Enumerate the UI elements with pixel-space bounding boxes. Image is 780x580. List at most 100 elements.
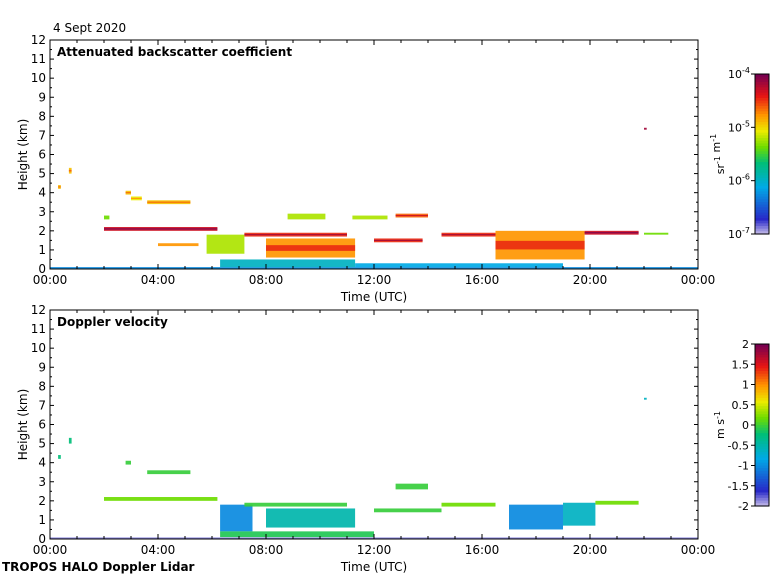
data-cell: [595, 500, 639, 505]
footer-label: TROPOS HALO Doppler Lidar: [2, 560, 195, 574]
data-cell: [244, 502, 347, 507]
colorbar-unit: sr-1 m-1: [709, 134, 727, 174]
colorbar-tick-label: 0: [742, 419, 749, 432]
colorbar-segment: [755, 473, 769, 477]
y-tick-label: 0: [38, 262, 46, 276]
colorbar-segment: [755, 400, 769, 404]
colorbar-segment: [755, 465, 769, 469]
colorbar-segment: [755, 425, 769, 429]
date-label: 4 Sept 2020: [53, 21, 127, 35]
colorbar-segment: [755, 454, 769, 458]
colorbar-segment: [755, 384, 769, 388]
colorbar-segment: [755, 95, 769, 99]
data-cell-core: [374, 239, 423, 241]
x-tick-label: 04:00: [141, 273, 176, 287]
colorbar-segment: [755, 223, 769, 227]
x-tick-label: 00:00: [33, 273, 68, 287]
colorbar-segment: [755, 365, 769, 369]
colorbar-segment: [755, 443, 769, 448]
y-tick-label: 9: [38, 360, 46, 374]
y-tick-label: 5: [38, 167, 46, 181]
data-cell-core: [58, 186, 61, 188]
colorbar-segment: [755, 178, 769, 182]
colorbar-segment: [755, 154, 769, 158]
colorbar-segment: [755, 435, 769, 440]
colorbar-segment: [755, 231, 769, 235]
data-cell-core: [584, 232, 639, 234]
colorbar-segment: [755, 373, 769, 377]
colorbar-segment: [755, 146, 769, 150]
x-tick-label: 16:00: [465, 273, 500, 287]
colorbar-segment: [755, 111, 769, 115]
colorbar-segment: [755, 106, 769, 110]
data-cell: [395, 483, 428, 490]
y-tick-label: 2: [38, 224, 46, 238]
colorbar-segment: [755, 207, 769, 211]
y-tick-label: 2: [38, 494, 46, 508]
colorbar-tick-label: -1: [738, 460, 749, 473]
colorbar-segment: [755, 495, 769, 499]
data-cell: [352, 215, 388, 220]
panel-title: Attenuated backscatter coefficient: [57, 45, 292, 59]
colorbar-segment: [755, 119, 769, 123]
y-axis-title: Height (km): [16, 119, 30, 190]
colorbar-segment: [755, 406, 769, 410]
colorbar-segment: [755, 430, 769, 434]
colorbar-segment: [755, 352, 769, 356]
colorbar-tick-label: -0.5: [728, 439, 749, 452]
colorbar-segment: [755, 220, 769, 224]
colorbar-tick-label: -1.5: [728, 480, 749, 493]
colorbar-segment: [755, 346, 769, 350]
y-tick-label: 8: [38, 109, 46, 123]
data-cell: [441, 502, 496, 507]
colorbar-segment: [755, 422, 769, 426]
colorbar-segment: [755, 452, 769, 456]
y-tick-label: 10: [31, 71, 46, 85]
colorbar-tick-label: 2: [742, 338, 749, 351]
colorbar-segment: [755, 186, 769, 190]
colorbar-segment: [755, 481, 769, 485]
colorbar-segment: [755, 172, 769, 176]
colorbar-segment: [755, 140, 769, 144]
colorbar-segment: [755, 159, 769, 163]
colorbar-segment: [755, 411, 769, 415]
x-tick-label: 00:00: [681, 543, 716, 557]
colorbar-segment: [755, 395, 769, 399]
data-cell: [125, 460, 131, 465]
colorbar-segment: [755, 212, 769, 216]
colorbar-segment: [755, 438, 769, 442]
data-cell: [104, 215, 110, 220]
x-tick-label: 00:00: [33, 543, 68, 557]
data-cell-core: [147, 201, 191, 203]
colorbar-tick-label: 1: [742, 379, 749, 392]
colorbar-segment: [755, 381, 769, 386]
data-cell: [355, 263, 563, 268]
colorbar-segment: [755, 116, 769, 120]
colorbar-segment: [755, 167, 769, 171]
y-tick-label: 6: [38, 148, 46, 162]
colorbar-segment: [755, 98, 769, 102]
colorbar-segment: [755, 389, 769, 394]
data-cell-core: [131, 197, 142, 199]
data-cell-core: [441, 234, 496, 236]
colorbar-segment: [755, 344, 769, 348]
x-tick-label: 00:00: [681, 273, 716, 287]
colorbar-segment: [755, 398, 769, 402]
colorbar-segment: [755, 164, 769, 168]
colorbar-segment: [755, 457, 769, 461]
colorbar-segment: [755, 427, 769, 431]
x-axis-title: Time (UTC): [340, 560, 407, 574]
data-cell: [68, 437, 72, 444]
colorbar-segment: [755, 84, 769, 88]
colorbar-segment: [755, 103, 769, 107]
y-tick-label: 7: [38, 128, 46, 142]
colorbar-segment: [755, 175, 769, 179]
colorbar-segment: [755, 130, 769, 134]
panel-title: Doppler velocity: [57, 315, 168, 329]
colorbar-segment: [755, 392, 769, 396]
y-tick-label: 4: [38, 456, 46, 470]
x-tick-label: 04:00: [141, 543, 176, 557]
colorbar-segment: [755, 462, 769, 467]
